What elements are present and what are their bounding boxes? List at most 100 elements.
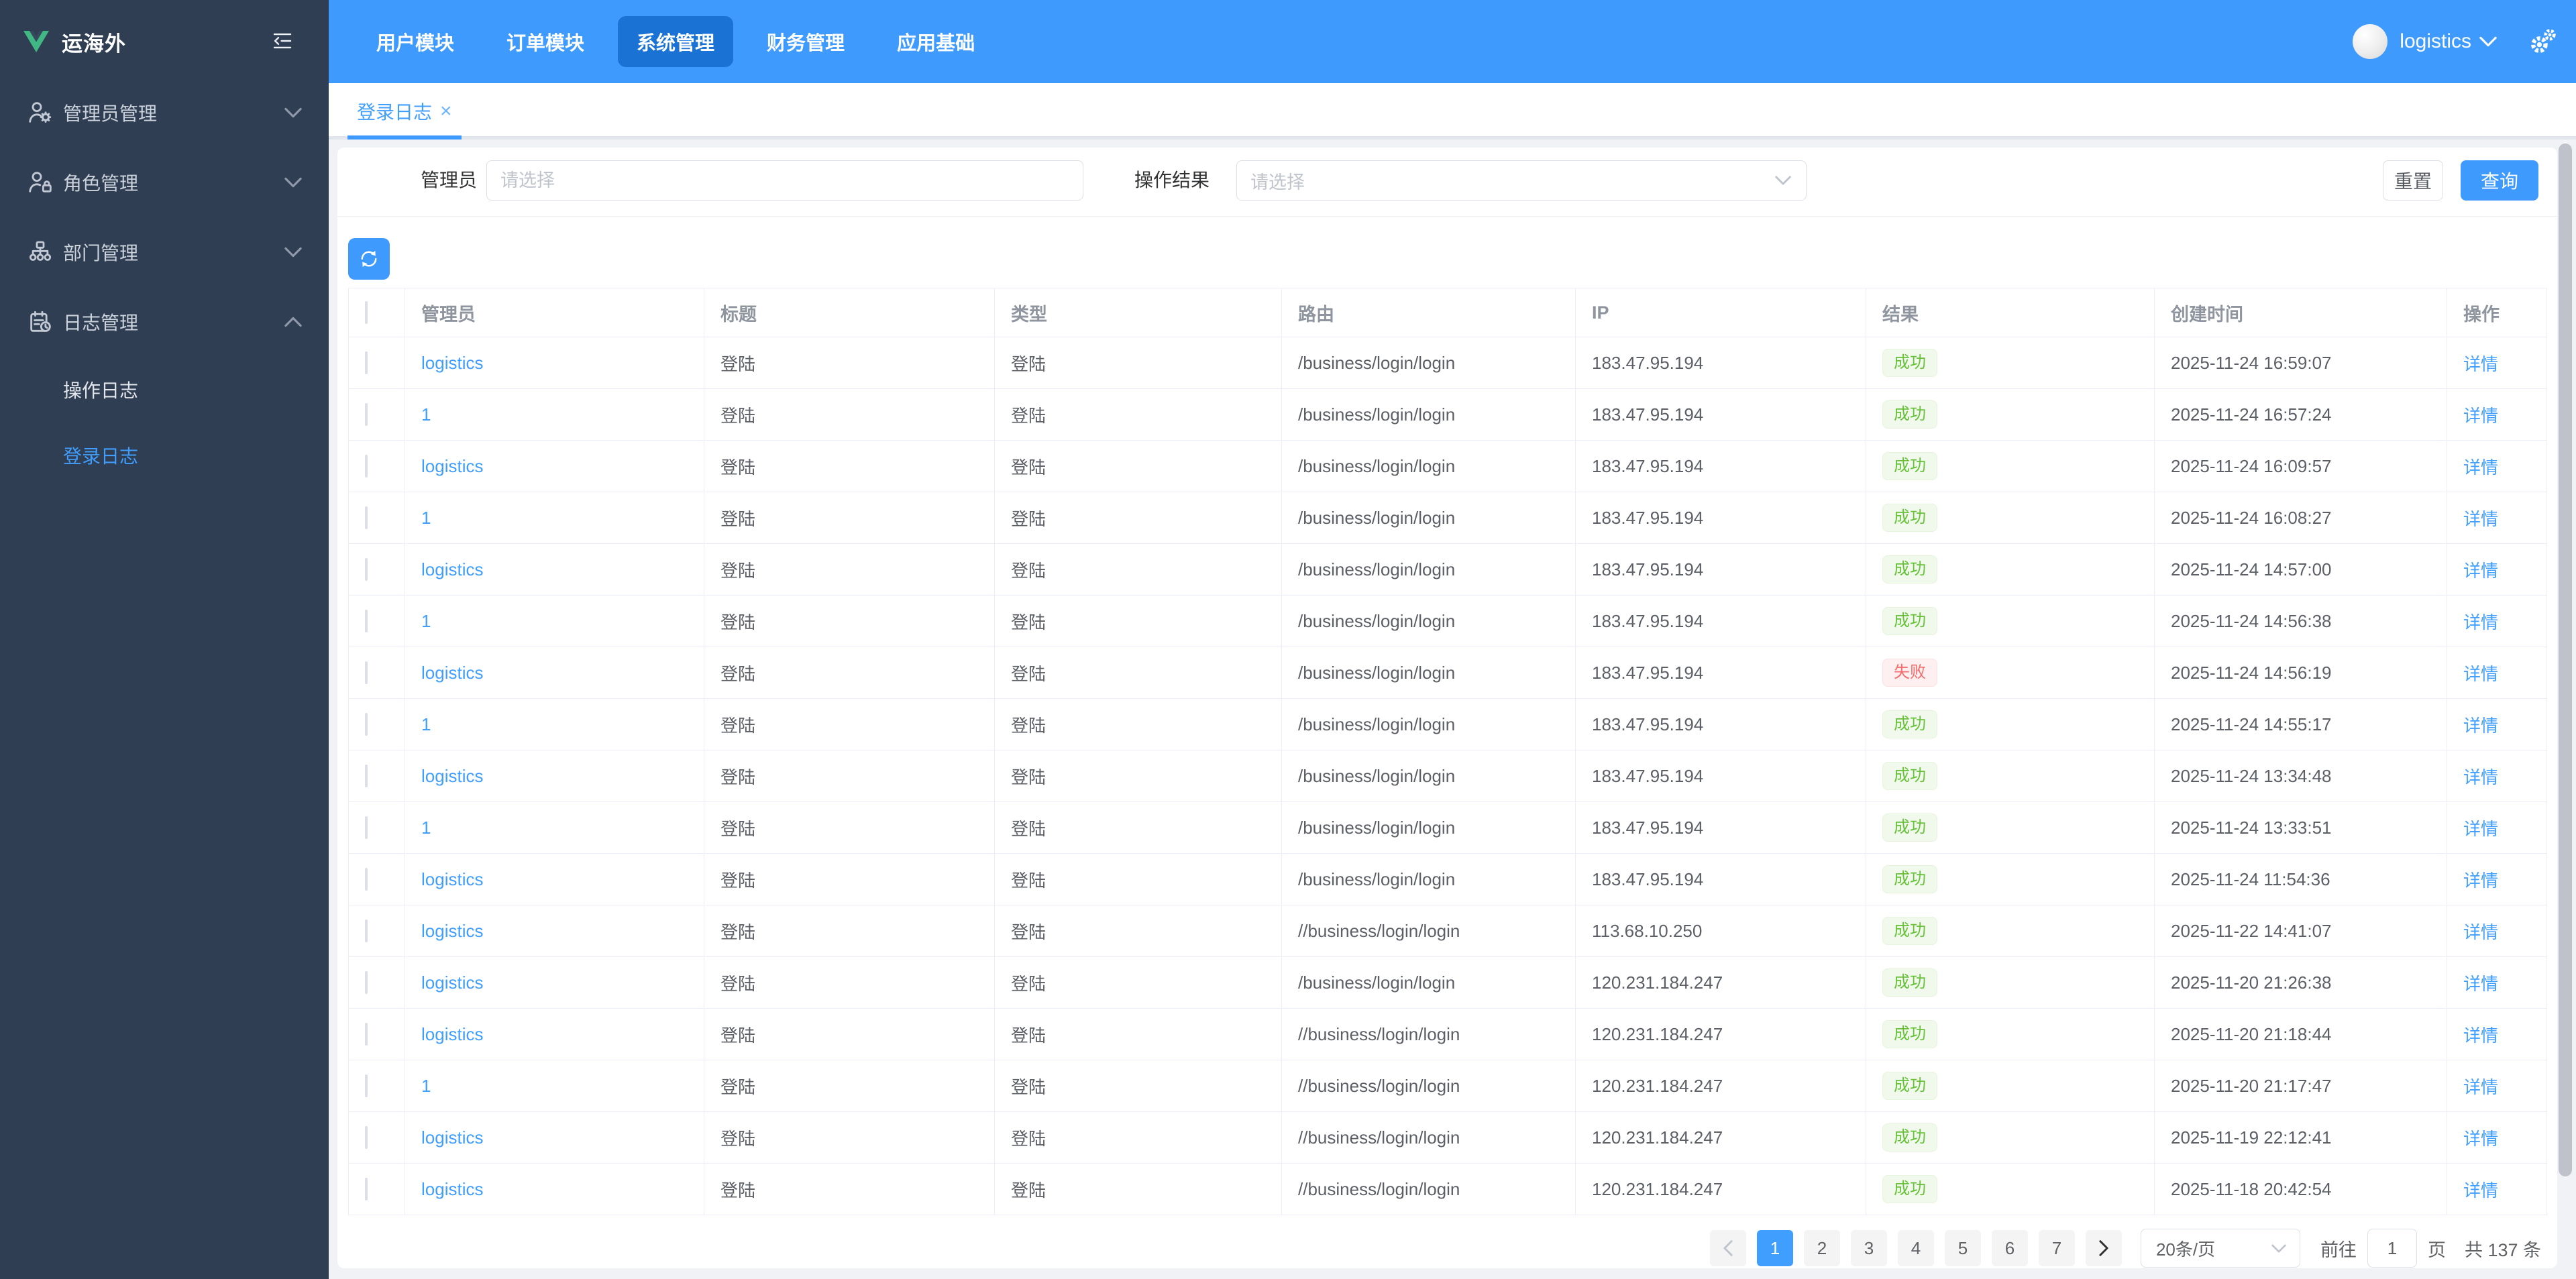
row-checkbox[interactable]	[365, 970, 368, 994]
sidebar-item-admin-management[interactable]: 管理员管理	[0, 78, 329, 148]
next-page-button[interactable]	[2085, 1230, 2122, 1266]
admin-link[interactable]: 1	[421, 1075, 431, 1096]
admin-link[interactable]: 1	[421, 714, 431, 734]
detail-link[interactable]: 详情	[2463, 973, 2499, 994]
user-gear-icon	[27, 99, 54, 126]
admin-link[interactable]: logistics	[421, 1023, 484, 1044]
reset-button[interactable]: 重置	[2383, 160, 2443, 201]
status-badge: 成功	[1882, 1175, 1937, 1203]
row-checkbox[interactable]	[365, 816, 368, 839]
detail-link[interactable]: 详情	[2463, 663, 2499, 684]
admin-link[interactable]: logistics	[421, 765, 484, 786]
row-checkbox[interactable]	[365, 1125, 368, 1149]
page-button-7[interactable]: 7	[2038, 1230, 2075, 1266]
row-checkbox[interactable]	[365, 454, 368, 478]
row-checkbox[interactable]	[365, 1177, 368, 1201]
nav-tab-app-base[interactable]: 应用基础	[897, 33, 975, 54]
admin-link[interactable]: logistics	[421, 1127, 484, 1148]
detail-link[interactable]: 详情	[2463, 818, 2499, 839]
detail-link[interactable]: 详情	[2463, 353, 2499, 374]
page-button-1[interactable]: 1	[1756, 1230, 1793, 1266]
detail-link[interactable]: 详情	[2463, 1076, 2499, 1097]
sidebar-item-department-management[interactable]: 部门管理	[0, 217, 329, 287]
row-checkbox[interactable]	[365, 1022, 368, 1046]
detail-link[interactable]: 详情	[2463, 1180, 2499, 1201]
chevron-down-icon	[284, 247, 302, 258]
cell-route: /business/login/login	[1281, 698, 1576, 750]
detail-link[interactable]: 详情	[2463, 560, 2499, 581]
detail-link[interactable]: 详情	[2463, 1025, 2499, 1046]
cell-result: 成功	[1866, 956, 2155, 1009]
cell-admin: 1	[405, 1060, 704, 1112]
sidebar-subitem-operation-log[interactable]: 操作日志	[0, 357, 329, 423]
goto-page-input[interactable]	[2367, 1229, 2417, 1268]
row-checkbox[interactable]	[365, 867, 368, 891]
admin-link[interactable]: 1	[421, 507, 431, 528]
admin-link[interactable]: logistics	[421, 455, 484, 476]
row-checkbox[interactable]	[365, 557, 368, 581]
row-checkbox[interactable]	[365, 919, 368, 942]
row-checkbox[interactable]	[365, 712, 368, 736]
admin-link[interactable]: logistics	[421, 559, 484, 579]
admin-link[interactable]: logistics	[421, 972, 484, 993]
result-filter-select[interactable]: 请选择	[1236, 160, 1807, 201]
detail-link[interactable]: 详情	[2463, 405, 2499, 426]
prev-page-button[interactable]	[1709, 1230, 1746, 1266]
detail-link[interactable]: 详情	[2463, 870, 2499, 891]
sidebar-item-role-management[interactable]: 角色管理	[0, 148, 329, 217]
page-button-4[interactable]: 4	[1897, 1230, 1934, 1266]
table-row: logistics 登陆 登陆/business/login/login 183.47…	[348, 853, 2547, 905]
row-checkbox[interactable]	[365, 402, 368, 426]
sidebar-subitem-login-log[interactable]: 登录日志	[0, 423, 329, 488]
select-all-checkbox[interactable]	[365, 300, 368, 324]
admin-link[interactable]: logistics	[421, 1178, 484, 1199]
page-button-5[interactable]: 5	[1944, 1230, 1981, 1266]
cell-time: 2025-11-20 21:18:44	[2154, 1008, 2447, 1060]
cell-result: 成功	[1866, 543, 2155, 596]
page-size-select[interactable]: 20条/页	[2140, 1229, 2300, 1268]
sidebar-item-log-management[interactable]: 日志管理	[0, 287, 329, 357]
admin-link[interactable]: logistics	[421, 920, 484, 941]
detail-link[interactable]: 详情	[2463, 922, 2499, 942]
row-checkbox[interactable]	[365, 764, 368, 787]
refresh-button[interactable]	[348, 238, 390, 280]
close-icon[interactable]: ×	[440, 100, 452, 122]
sidebar-fold-icon[interactable]	[270, 30, 295, 52]
chevron-down-icon[interactable]	[2479, 36, 2497, 47]
row-checkbox[interactable]	[365, 351, 368, 374]
row-checkbox[interactable]	[365, 661, 368, 684]
cell-type: 登陆	[994, 1163, 1282, 1215]
nav-tab-finance-management[interactable]: 财务管理	[767, 33, 845, 54]
detail-link[interactable]: 详情	[2463, 508, 2499, 529]
admin-link[interactable]: logistics	[421, 662, 484, 683]
detail-link[interactable]: 详情	[2463, 457, 2499, 478]
cell-ip: 183.47.95.194	[1575, 595, 1866, 647]
detail-link[interactable]: 详情	[2463, 1128, 2499, 1149]
admin-link[interactable]: 1	[421, 404, 431, 425]
admin-filter-input[interactable]	[486, 160, 1083, 201]
page-button-6[interactable]: 6	[1991, 1230, 2028, 1266]
row-checkbox[interactable]	[365, 506, 368, 529]
row-checkbox[interactable]	[365, 609, 368, 632]
detail-link[interactable]: 详情	[2463, 767, 2499, 787]
result-filter-label: 操作结果	[1134, 170, 1210, 190]
search-button[interactable]: 查询	[2461, 160, 2538, 201]
admin-link[interactable]: 1	[421, 610, 431, 631]
nav-tab-order-module[interactable]: 订单模块	[506, 33, 585, 54]
admin-link[interactable]: 1	[421, 817, 431, 838]
admin-link[interactable]: logistics	[421, 869, 484, 889]
nav-tab-user-module[interactable]: 用户模块	[376, 33, 455, 54]
tab-login-log[interactable]: 登录日志 ×	[347, 83, 462, 140]
scrollbar-thumb[interactable]	[2559, 144, 2572, 1176]
row-checkbox[interactable]	[365, 1074, 368, 1097]
settings-gears-icon[interactable]	[2528, 27, 2557, 56]
page-button-3[interactable]: 3	[1850, 1230, 1887, 1266]
cell-title: 登陆	[704, 956, 995, 1009]
nav-tab-system-management[interactable]: 系统管理	[618, 16, 734, 67]
detail-link[interactable]: 详情	[2463, 612, 2499, 632]
avatar[interactable]	[2353, 24, 2388, 59]
user-name[interactable]: logistics	[2400, 30, 2471, 52]
detail-link[interactable]: 详情	[2463, 715, 2499, 736]
admin-link[interactable]: logistics	[421, 352, 484, 373]
page-button-2[interactable]: 2	[1803, 1230, 1840, 1266]
